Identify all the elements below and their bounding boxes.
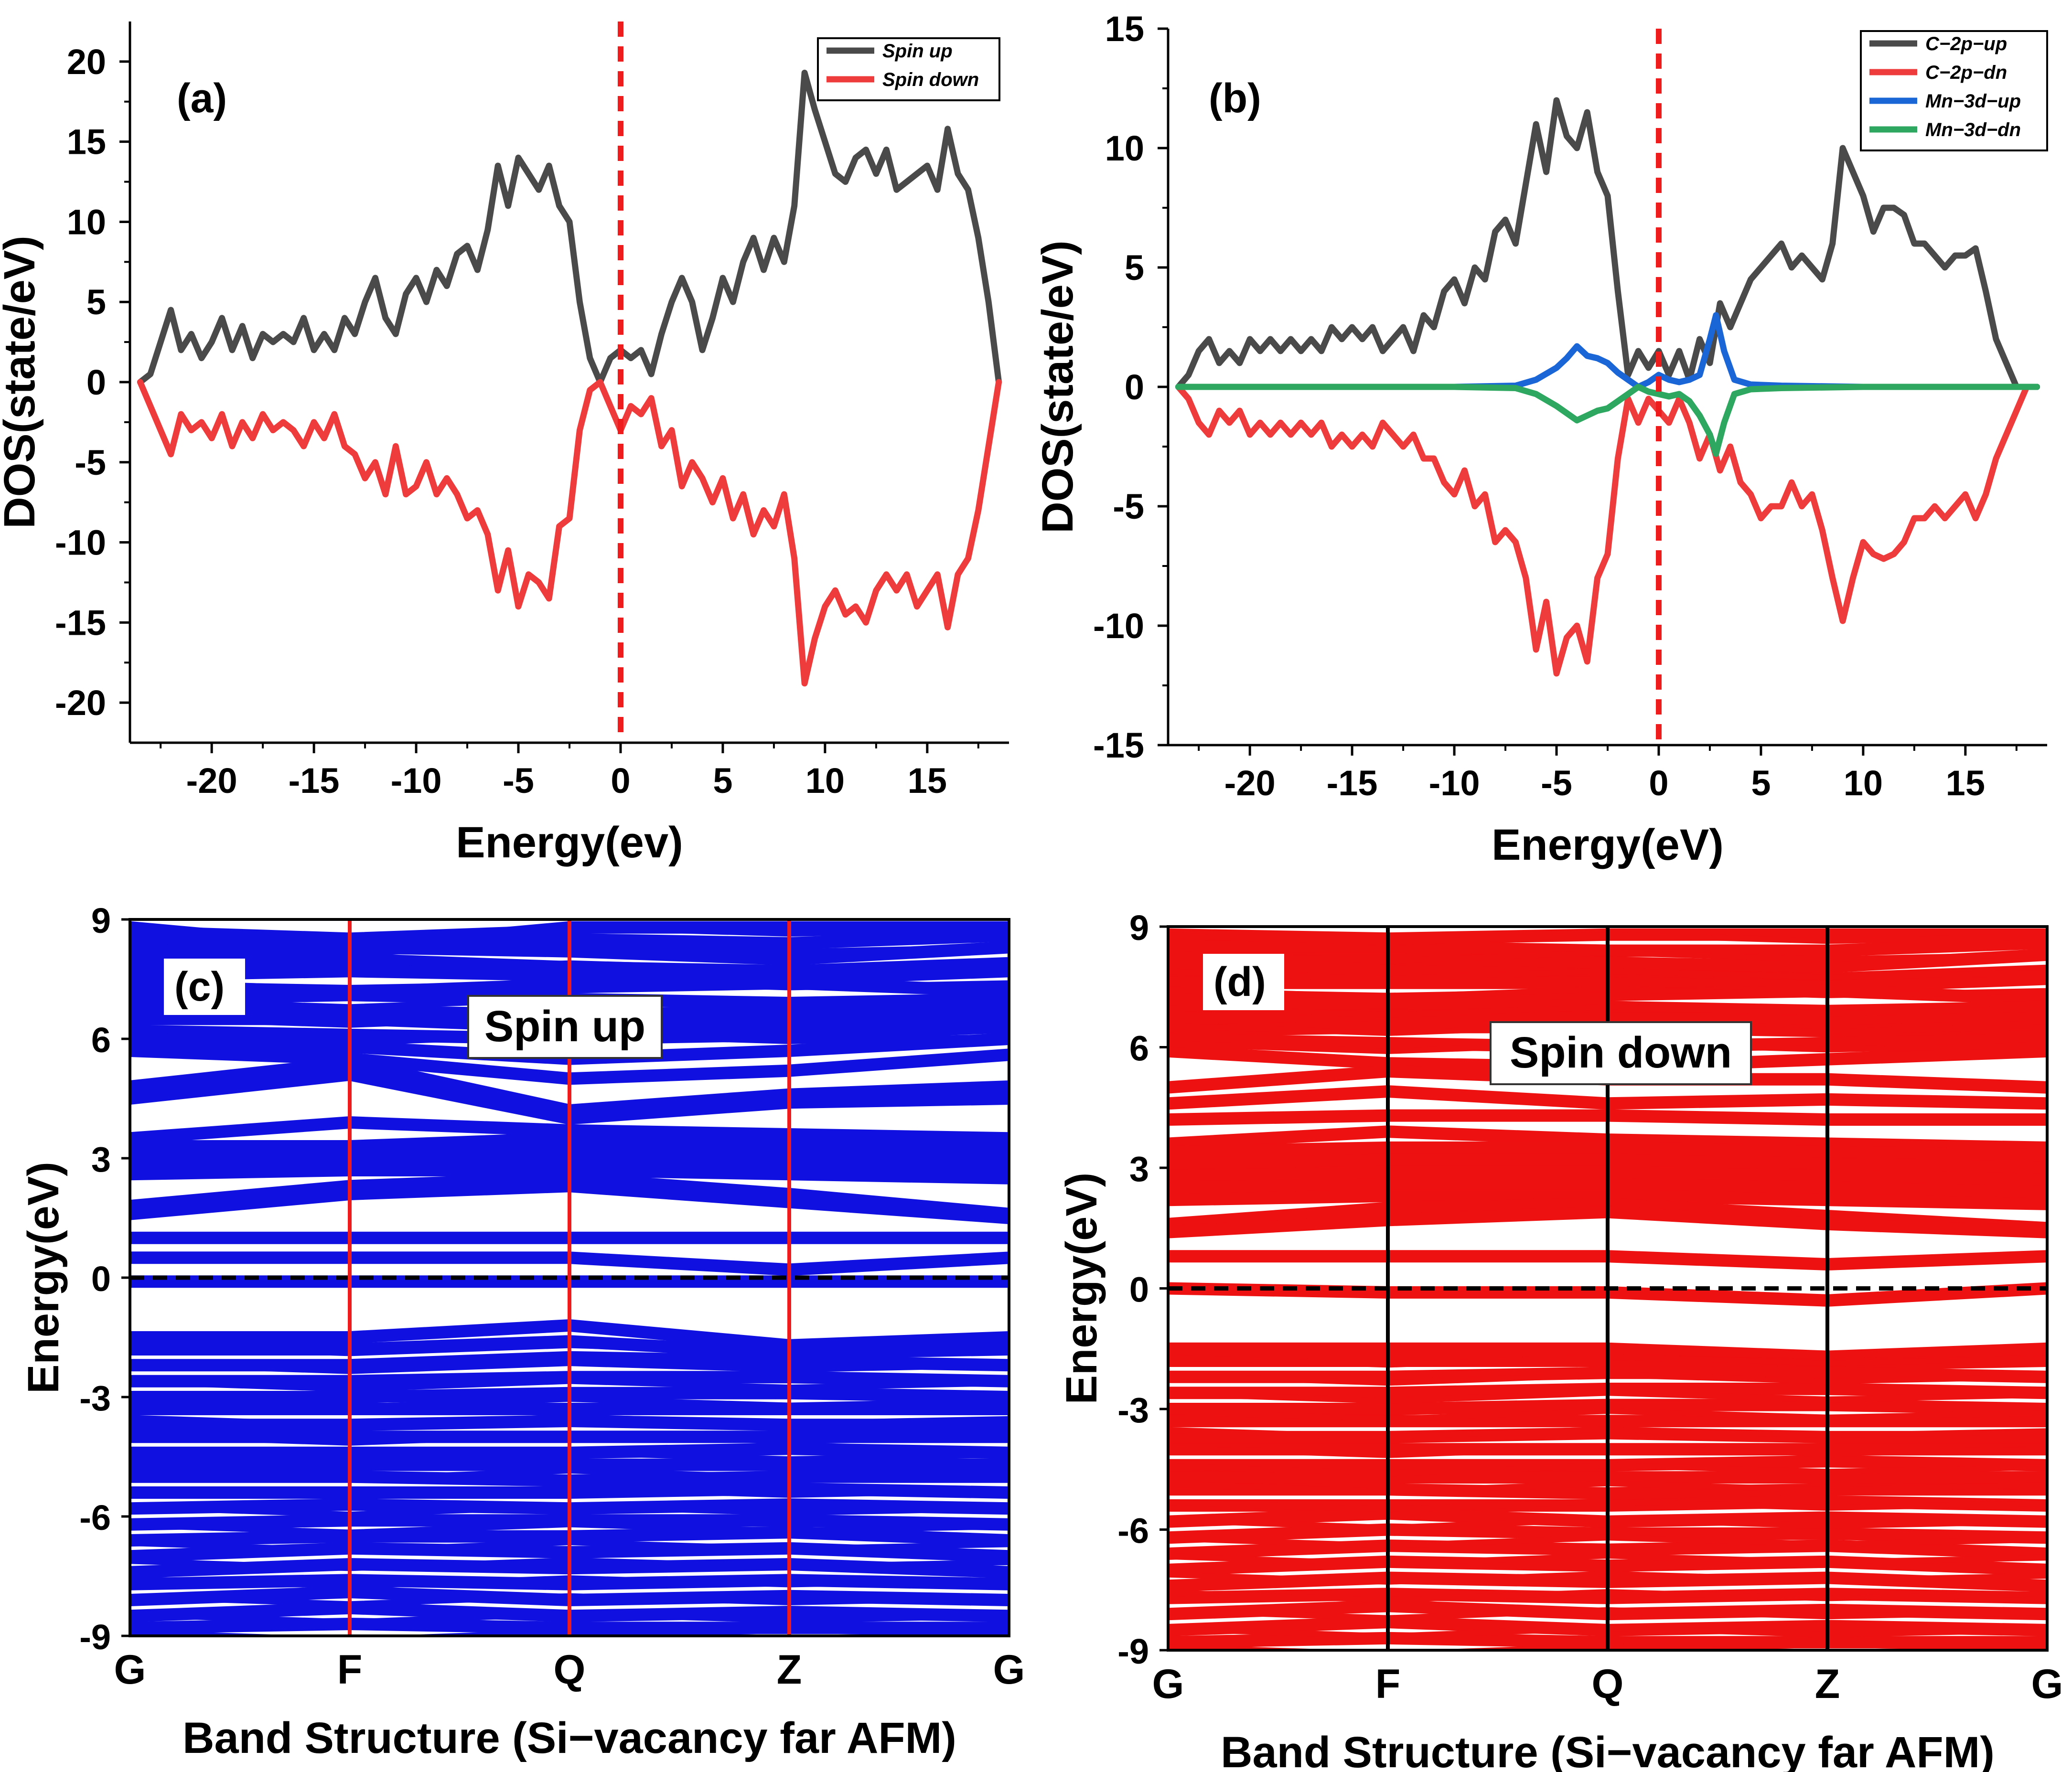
y-tick-label: -10 — [1093, 606, 1144, 646]
kpoint-label: F — [1375, 1661, 1401, 1707]
y-tick-label: 10 — [1105, 128, 1144, 168]
y-axis-title: Energy(eV) — [1057, 1173, 1106, 1405]
kpoint-label: F — [337, 1647, 363, 1693]
y-tick-label: -15 — [1093, 726, 1144, 765]
x-tick-label: 0 — [1649, 763, 1668, 803]
panel-b: -20 -15 -10 -5 0 5 10 15 -15 -10 -5 0 5 10 15 Energy(eV… — [1033, 9, 2048, 869]
series-line-b-1 — [1175, 384, 2040, 677]
kpoint-label: Q — [554, 1647, 586, 1693]
y-tick-label: -6 — [79, 1498, 111, 1537]
y-tick-label: -20 — [55, 683, 106, 723]
kpoint-label: Z — [777, 1647, 802, 1693]
y-tick-label: 0 — [91, 1259, 111, 1299]
x-tick-label: 5 — [1751, 763, 1771, 803]
legend-label: C−2p−dn — [1925, 62, 2007, 83]
series-line-b-3 — [1175, 384, 2040, 457]
x-axis-title: Energy(ev) — [456, 818, 683, 867]
legend-label: Spin up — [882, 41, 953, 62]
y-axis-title: Energy(eV) — [19, 1162, 68, 1394]
inset-label: Spin down — [1510, 1028, 1732, 1077]
legend-label: Spin down — [882, 69, 979, 90]
y-tick-label: 10 — [67, 202, 106, 242]
panel-label: (d) — [1213, 959, 1266, 1005]
x-tick-label: 0 — [611, 761, 630, 801]
x-tick-label: -10 — [391, 761, 442, 801]
x-axis-title: Energy(eV) — [1492, 821, 1724, 869]
y-tick-label: -9 — [79, 1617, 111, 1657]
inset-label-box — [1490, 1021, 1752, 1085]
y-tick-label: 15 — [1105, 9, 1144, 49]
x-tick-label: -15 — [1327, 763, 1378, 803]
x-tick-label: 5 — [713, 761, 732, 801]
y-tick-label: 3 — [91, 1140, 111, 1179]
y-axis-title: DOS(state/eV) — [1033, 240, 1082, 534]
x-tick-label: 10 — [805, 761, 845, 801]
x-tick-label: -20 — [1224, 763, 1276, 803]
inset-label-box — [467, 995, 663, 1059]
y-tick-label: -5 — [75, 443, 106, 482]
x-tick-label: -20 — [186, 761, 237, 801]
legend-label: Mn−3d−dn — [1925, 119, 2021, 140]
panel-c: -9 -6 -3 0 3 6 9 G F Q Z G Band Structure (Si−vacanc… — [19, 901, 1025, 1762]
y-axis-title: DOS(state/eV) — [0, 235, 44, 529]
panel-label: (c) — [174, 964, 225, 1010]
y-tick-label: 20 — [67, 42, 106, 82]
panel-label-bg — [164, 959, 245, 1015]
y-tick-label: 3 — [1129, 1149, 1149, 1189]
legend-label: Mn−3d−up — [1925, 91, 2021, 112]
y-tick-label: -10 — [55, 523, 106, 563]
x-tick-label: -5 — [1541, 763, 1572, 803]
x-tick-label: -10 — [1429, 763, 1480, 803]
panel-label-bg — [1203, 954, 1284, 1010]
kpoint-label: G — [114, 1647, 146, 1693]
panel-a: -20 -15 -10 -5 0 5 10 15 -20 -15 -10 -5 0 5 10 15 20 Ener… — [0, 21, 1009, 867]
inset-label: Spin up — [484, 1002, 645, 1051]
series-line-b-2 — [1175, 312, 2040, 390]
series-line-b-0 — [1175, 97, 2040, 390]
y-tick-label: -5 — [1113, 487, 1144, 526]
x-axis-title: Band Structure (Si−vacancy far AFM) — [1221, 1728, 1995, 1772]
kpoint-label: G — [2031, 1661, 2063, 1707]
y-tick-label: 0 — [86, 363, 106, 402]
y-tick-label: -15 — [55, 603, 106, 642]
x-tick-label: 10 — [1844, 763, 1883, 803]
y-tick-label: 5 — [86, 282, 106, 322]
x-tick-label: -15 — [289, 761, 340, 801]
y-tick-label: -3 — [79, 1378, 111, 1418]
y-tick-label: 0 — [1125, 367, 1144, 407]
kpoint-label: Q — [1592, 1661, 1624, 1707]
kpoint-label: G — [1152, 1661, 1184, 1707]
panel-d: -9 -6 -3 0 3 6 9 G F Q Z G Band Structure (Si−vacanc… — [1057, 908, 2063, 1772]
series-line-a-1 — [137, 379, 1002, 687]
kpoint-label: G — [993, 1647, 1025, 1693]
y-tick-label: -9 — [1117, 1632, 1149, 1671]
y-tick-label: 9 — [1129, 908, 1149, 948]
y-tick-label: 15 — [67, 122, 106, 162]
x-tick-label: -5 — [503, 761, 534, 801]
x-tick-label: 15 — [1946, 763, 1985, 803]
y-tick-label: 6 — [1129, 1029, 1149, 1068]
x-tick-label: 15 — [908, 761, 947, 801]
y-tick-label: 9 — [91, 901, 111, 940]
kpoint-label: Z — [1815, 1661, 1840, 1707]
y-tick-label: -6 — [1117, 1511, 1149, 1551]
y-tick-label: 5 — [1125, 248, 1144, 288]
panel-label: (a) — [177, 75, 227, 121]
y-tick-label: -3 — [1117, 1390, 1149, 1430]
y-tick-label: 6 — [91, 1020, 111, 1060]
series-line-a-0 — [137, 69, 1002, 385]
panel-label: (b) — [1209, 75, 1261, 121]
y-tick-label: 0 — [1129, 1270, 1149, 1310]
legend-label: C−2p−up — [1925, 33, 2007, 54]
x-axis-title: Band Structure (Si−vacancy far AFM) — [183, 1714, 956, 1762]
